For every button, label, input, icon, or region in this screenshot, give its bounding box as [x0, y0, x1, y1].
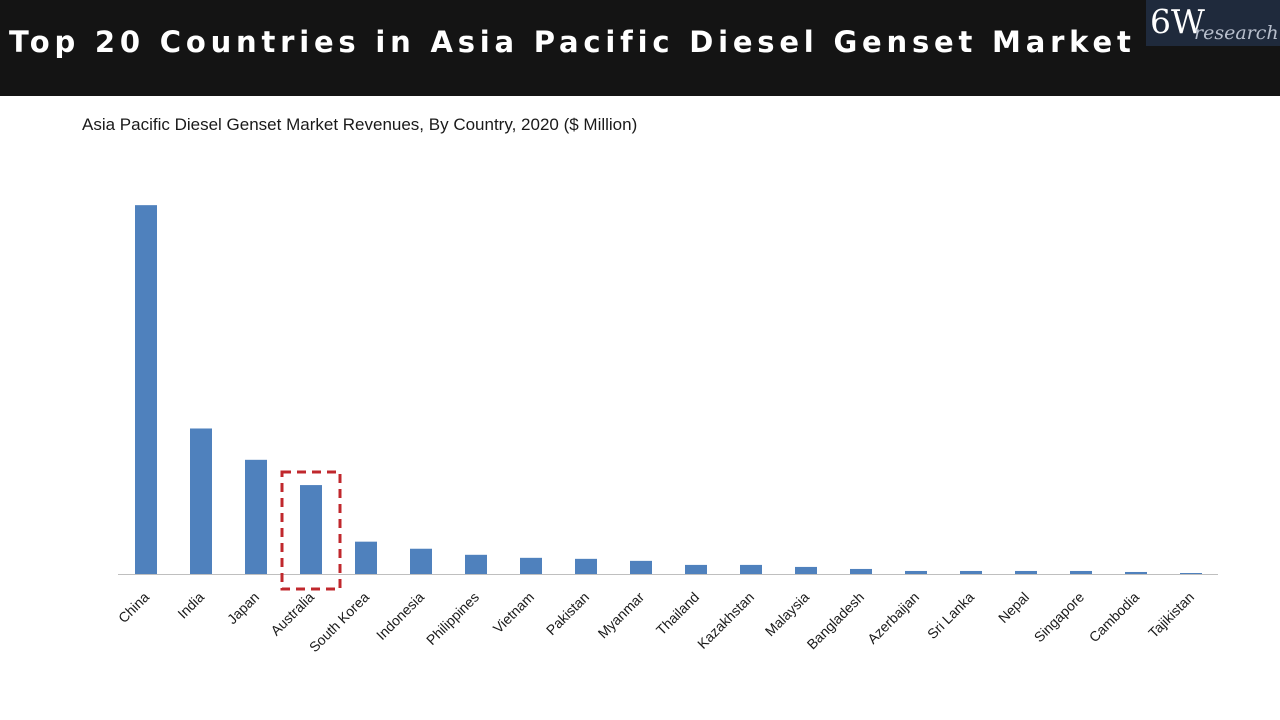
bar-pakistan: [575, 558, 597, 574]
x-tick-label: Singapore: [1031, 589, 1088, 646]
x-tick-label: Pakistan: [543, 589, 592, 638]
x-tick-label: Thailand: [653, 589, 702, 638]
bar-tajikistan: [1180, 573, 1202, 574]
bar-sri-lanka: [960, 570, 982, 574]
bar-south-korea: [355, 541, 377, 574]
bar-vietnam: [520, 557, 542, 574]
x-tick-label: Malaysia: [762, 589, 813, 640]
header-bar: Top 20 Countries in Asia Pacific Diesel …: [0, 0, 1280, 96]
x-tick-label: Indonesia: [373, 589, 427, 643]
chart-title: Asia Pacific Diesel Genset Market Revenu…: [82, 115, 638, 134]
bar-cambodia: [1125, 571, 1147, 574]
x-tick-label: Vietnam: [490, 589, 537, 636]
x-tick-label: Nepal: [995, 589, 1032, 626]
bar-philippines: [465, 554, 487, 574]
bar-australia: [300, 485, 322, 574]
x-tick-label: South Korea: [306, 589, 373, 656]
logo-main-text: 6W: [1150, 2, 1205, 41]
bar-nepal: [1015, 570, 1037, 574]
bar-china: [135, 205, 157, 574]
x-tick-label: China: [115, 589, 152, 626]
bar-azerbaijan: [905, 570, 927, 574]
x-tick-label: Sri Lanka: [924, 589, 977, 642]
bar-malaysia: [795, 566, 817, 574]
bar-thailand: [685, 564, 707, 574]
x-tick-label: Japan: [224, 589, 262, 627]
page-title: Top 20 Countries in Asia Pacific Diesel …: [9, 25, 1136, 59]
logo-sub-text: research: [1194, 22, 1279, 44]
x-tick-label: Australia: [267, 589, 317, 639]
x-tick-label: Azerbaijan: [864, 589, 922, 647]
bar-myanmar: [630, 560, 652, 574]
x-tick-label: Myanmar: [595, 589, 648, 642]
brand-logo: 6W research: [1146, 0, 1280, 46]
x-tick-label: Kazakhstan: [694, 589, 757, 652]
bar-singapore: [1070, 570, 1092, 574]
bar-india: [190, 428, 212, 574]
x-tick-label: Bangladesh: [804, 589, 868, 653]
bar-kazakhstan: [740, 564, 762, 574]
bar-bangladesh: [850, 568, 872, 574]
x-tick-label: Cambodia: [1086, 589, 1143, 646]
highlight-box: [280, 470, 342, 591]
x-tick-label: Tajikistan: [1145, 589, 1197, 641]
x-tick-label: Philippines: [423, 589, 482, 648]
bar-indonesia: [410, 548, 432, 574]
bar-japan: [245, 459, 267, 574]
x-tick-label: India: [174, 589, 207, 622]
